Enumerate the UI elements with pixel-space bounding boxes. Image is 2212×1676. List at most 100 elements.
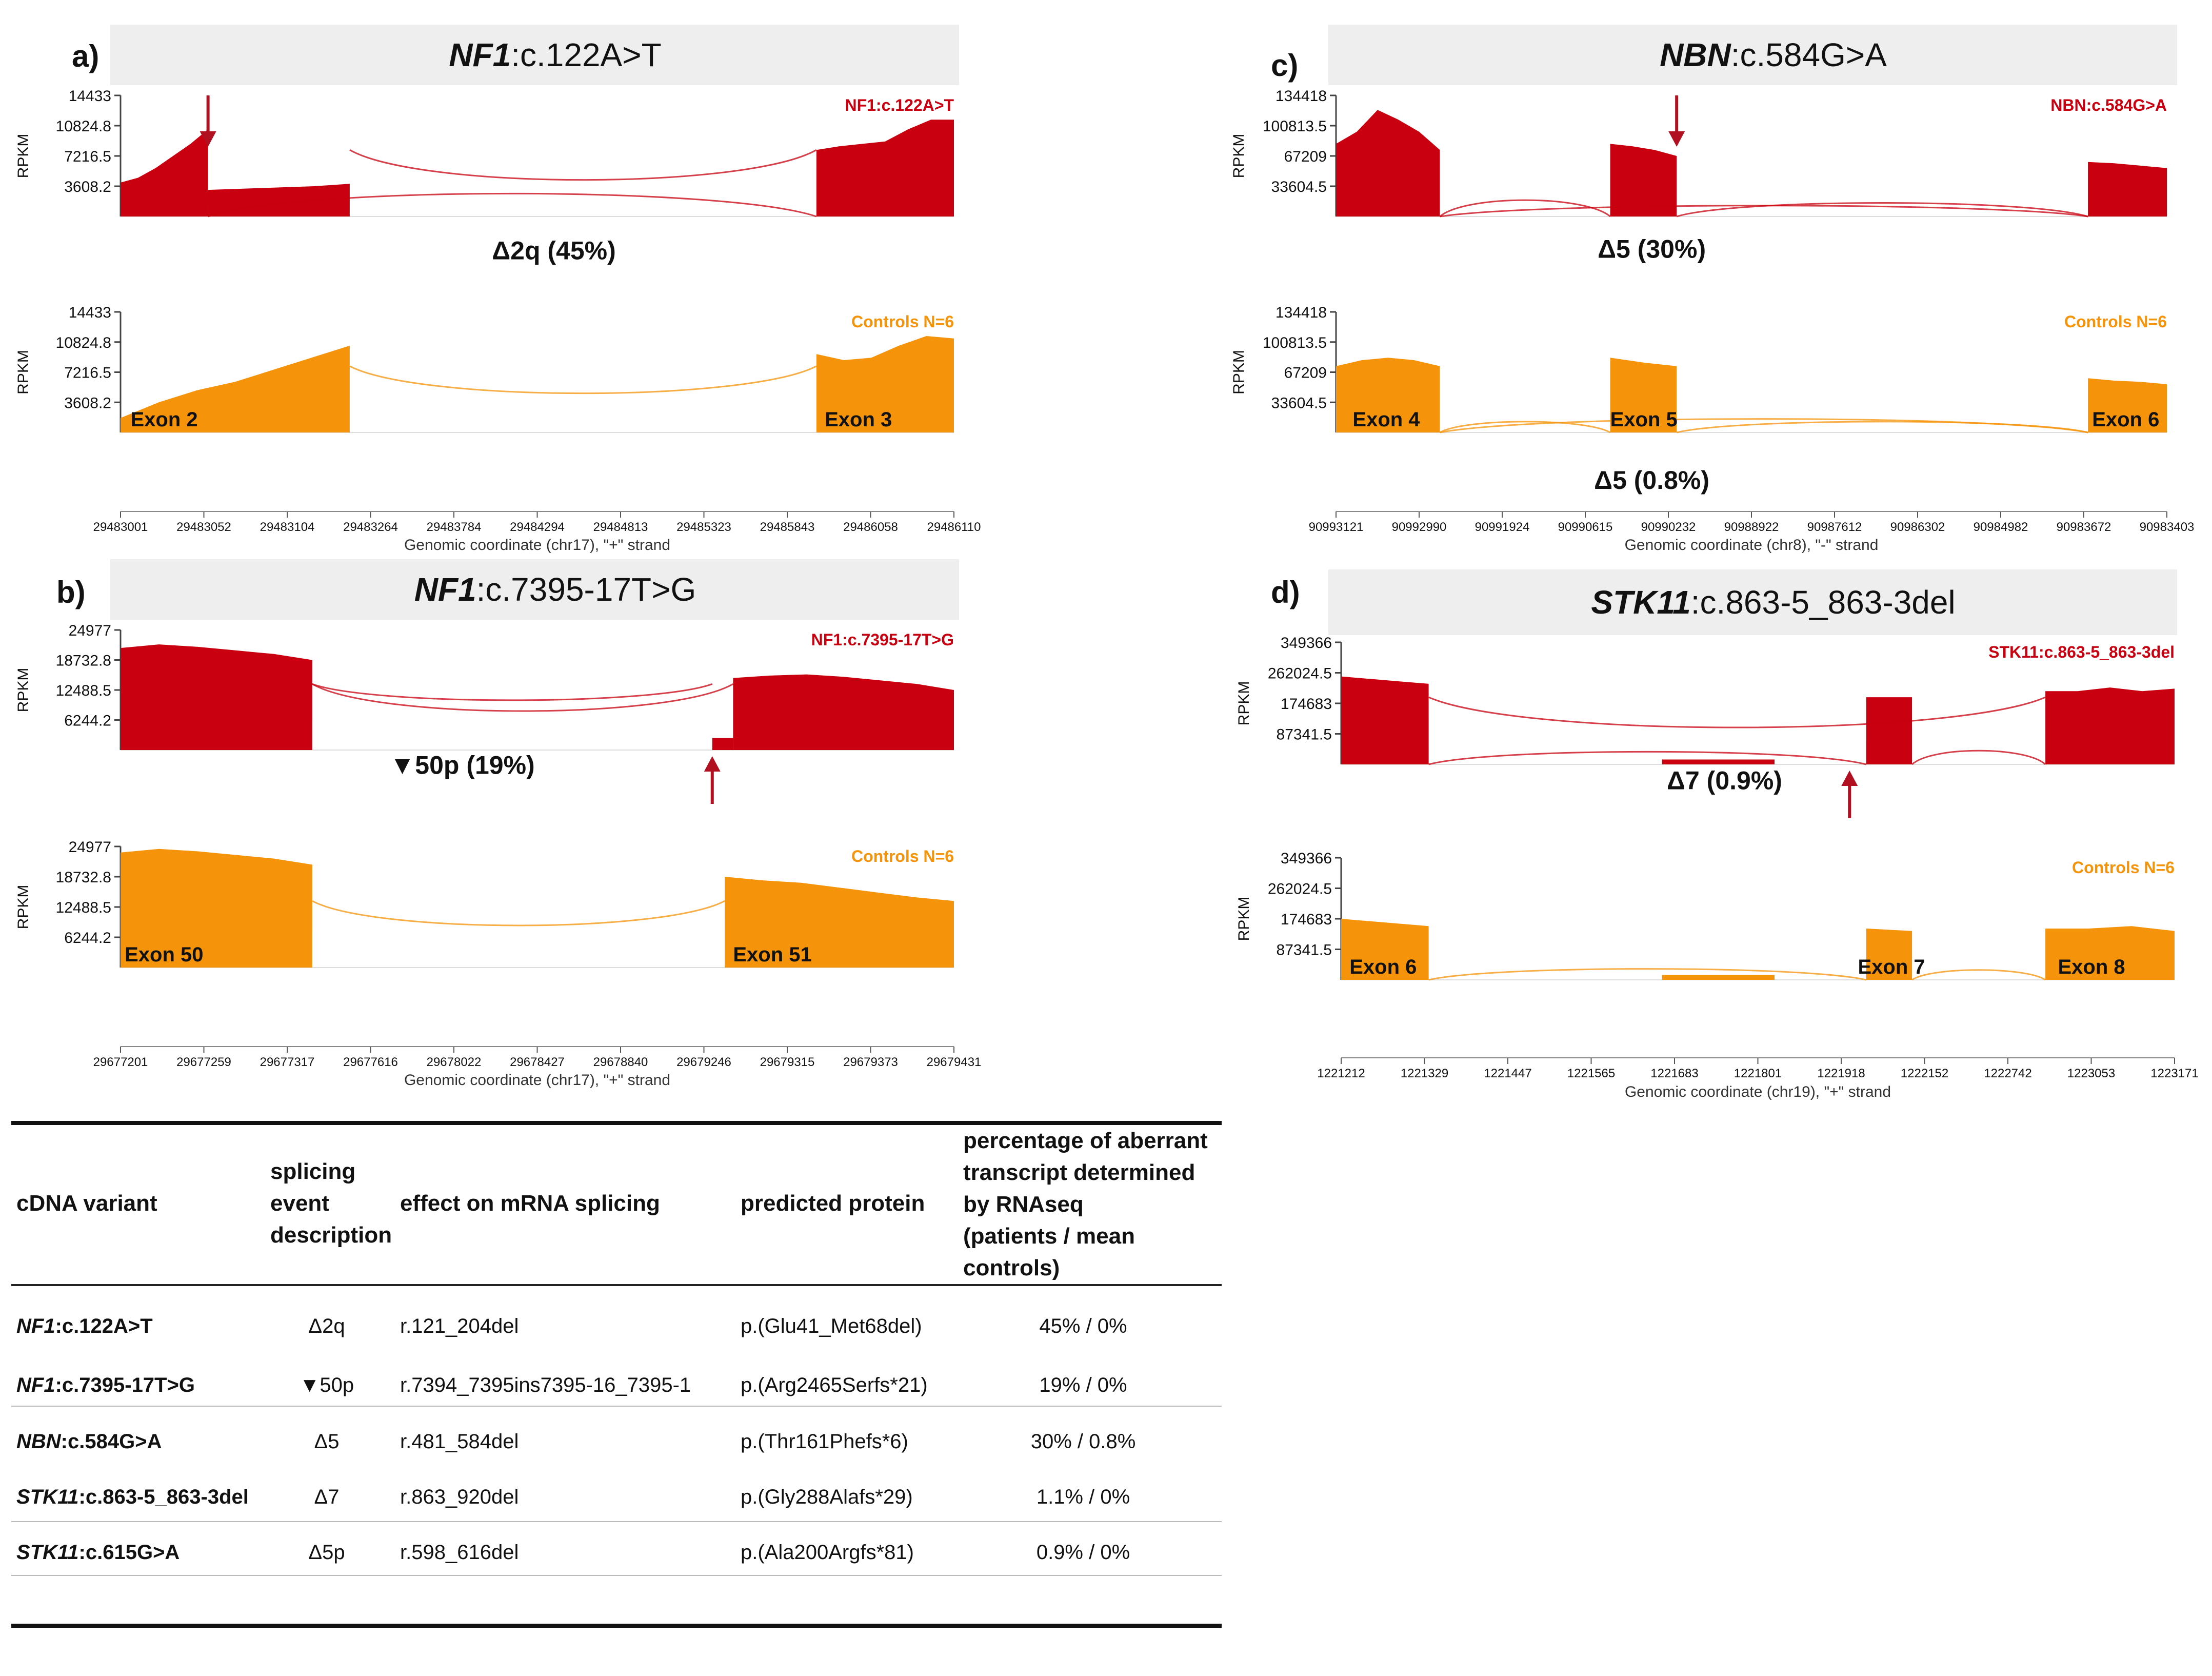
coverage-block bbox=[1336, 110, 1440, 216]
junction-arc bbox=[312, 683, 734, 712]
x-tick-label: 29679431 bbox=[927, 1055, 982, 1069]
junction-arc bbox=[1428, 751, 1867, 765]
chart-title: NBN:c.584G>A bbox=[1660, 36, 1887, 73]
title-variant: :c.863-5_863-3del bbox=[1691, 584, 1956, 621]
x-tick-label: 29486110 bbox=[927, 520, 981, 534]
cdna-gene: STK11 bbox=[16, 1541, 79, 1564]
y-tick-label: 33604.5 bbox=[1271, 395, 1327, 411]
cell-percentage: 1.1% / 0% bbox=[1036, 1486, 1130, 1508]
coverage-block bbox=[121, 849, 312, 968]
junction-arc bbox=[1428, 696, 2046, 728]
x-tick-label: 29679373 bbox=[843, 1055, 898, 1069]
header-pct-1: percentage of aberrant bbox=[963, 1128, 1208, 1153]
junction-arc bbox=[312, 900, 725, 926]
cdna-gene: NBN bbox=[16, 1430, 61, 1453]
y-tick-label: 18732.8 bbox=[56, 653, 111, 669]
coverage-block bbox=[2045, 926, 2175, 980]
x-tick-label: 29678840 bbox=[593, 1055, 648, 1069]
coverage-block bbox=[1610, 358, 1677, 432]
x-tick-label: 29677616 bbox=[343, 1055, 398, 1069]
patient-track: 14433 10824.8 7216.5 3608.2 RPKM NF1:c.122A>T bbox=[15, 88, 954, 218]
header-cdna: cDNA variant bbox=[16, 1191, 157, 1216]
title-band bbox=[1328, 569, 2177, 635]
variant-arrow-head bbox=[1668, 131, 1685, 147]
x-tick-label: 1223171 bbox=[2150, 1067, 2198, 1080]
exon-label: Exon 5 bbox=[1610, 408, 1678, 431]
coverage-block bbox=[733, 674, 954, 750]
cdna-change: :c.122A>T bbox=[55, 1315, 153, 1337]
x-tick-label: 1222152 bbox=[1901, 1067, 1948, 1080]
cdna-change: :c.7395-17T>G bbox=[55, 1374, 195, 1396]
junction-arc bbox=[1440, 205, 2088, 218]
exon-label: Exon 6 bbox=[1349, 956, 1417, 978]
exon-label: Exon 8 bbox=[2058, 956, 2125, 978]
y-axis-label: RPKM bbox=[1235, 681, 1252, 726]
header-protein: predicted protein bbox=[741, 1191, 925, 1216]
junction-arc bbox=[1911, 750, 2046, 765]
x-tick-label: 29484813 bbox=[593, 520, 648, 534]
y-tick-label: 67209 bbox=[1284, 365, 1327, 382]
cell-predicted-protein: p.(Arg2465Serfs*21) bbox=[741, 1374, 928, 1396]
cell-splicing-event: Δ5p bbox=[308, 1541, 345, 1564]
table-bottom-rule bbox=[11, 1624, 1222, 1628]
title-variant: :c.122A>T bbox=[511, 36, 662, 73]
x-tick-label: 29679246 bbox=[676, 1055, 731, 1069]
x-tick-label: 90992990 bbox=[1392, 520, 1447, 534]
y-tick-label: 7216.5 bbox=[64, 148, 111, 165]
control-legend: Controls N=6 bbox=[2072, 858, 2175, 877]
coverage-block bbox=[1866, 929, 1912, 980]
junction-arc bbox=[1439, 421, 1611, 433]
x-tick-label: 29677201 bbox=[93, 1055, 148, 1069]
x-tick-label: 1221683 bbox=[1650, 1067, 1698, 1080]
exon-label: Exon 3 bbox=[825, 408, 892, 431]
chart-title: NF1:c.7395-17T>G bbox=[414, 571, 696, 608]
y-tick-label: 24977 bbox=[69, 622, 111, 639]
patient-track: 24977 18732.8 12488.5 6244.2 RPKM NF1:c.7395-… bbox=[15, 622, 954, 751]
cell-percentage: 30% / 0.8% bbox=[1030, 1430, 1136, 1453]
patient-junction-annotation: Δ7 (0.9%) bbox=[1667, 766, 1782, 795]
cell-splicing-event: Δ7 bbox=[314, 1486, 340, 1508]
y-tick-label: 7216.5 bbox=[64, 365, 111, 382]
patient-legend: NF1:c.122A>T bbox=[845, 96, 954, 114]
cdna-gene: STK11 bbox=[16, 1486, 79, 1508]
x-tick-label: 29483104 bbox=[260, 520, 315, 534]
y-tick-label: 3608.2 bbox=[64, 179, 111, 195]
y-tick-label: 134418 bbox=[1276, 88, 1327, 105]
junction-arc bbox=[1440, 418, 2088, 433]
x-tick-label: 1223053 bbox=[2067, 1067, 2115, 1080]
table-row-divider bbox=[11, 1406, 1222, 1407]
x-tick-label: 29483052 bbox=[176, 520, 231, 534]
control-track: 349366 262024.5 174683 87341.5 RPKM Controls … bbox=[1235, 850, 2175, 981]
x-tick-label: 1221565 bbox=[1567, 1067, 1615, 1080]
y-axis-label: RPKM bbox=[1235, 897, 1252, 941]
panel-label: d) bbox=[1271, 575, 1300, 609]
cell-mrna-effect: r.598_616del bbox=[400, 1541, 519, 1564]
cell-mrna-effect: r.863_920del bbox=[400, 1486, 519, 1508]
coverage-block bbox=[725, 877, 954, 968]
y-tick-label: 12488.5 bbox=[56, 899, 111, 916]
x-axis-label: Genomic coordinate (chr19), "+" strand bbox=[1625, 1083, 1891, 1100]
x-tick-label: 29485843 bbox=[760, 520, 815, 534]
table-top-rule bbox=[11, 1121, 1222, 1125]
x-tick-label: 90987612 bbox=[1807, 520, 1862, 534]
x-tick-label: 1221212 bbox=[1317, 1067, 1365, 1080]
junction-arc bbox=[1676, 202, 2088, 218]
junction-arc bbox=[208, 192, 817, 218]
control-legend: Controls N=6 bbox=[851, 847, 954, 865]
x-tick-label: 90990615 bbox=[1558, 520, 1613, 534]
coverage-block bbox=[1610, 144, 1677, 216]
panel-d: d) STK11:c.863-5_863-3del 349366 262024.5 17… bbox=[1235, 569, 2199, 1100]
y-tick-label: 6244.2 bbox=[64, 713, 111, 729]
y-tick-label: 100813.5 bbox=[1263, 334, 1327, 351]
x-tick-label: 90983672 bbox=[2057, 520, 2111, 534]
junction-arc bbox=[312, 683, 713, 701]
header-event-2: event bbox=[270, 1191, 329, 1216]
table-row-divider bbox=[11, 1521, 1222, 1522]
cell-percentage: 19% / 0% bbox=[1039, 1374, 1127, 1396]
junction-arc bbox=[1676, 421, 2088, 433]
panel-a: a) NF1:c.122A>T 14433 10824.8 7216.5 3608.2 RP… bbox=[15, 25, 981, 554]
header-event-1: splicing bbox=[270, 1159, 356, 1184]
header-event-3: description bbox=[270, 1223, 392, 1248]
cell-predicted-protein: p.(Thr161Phefs*6) bbox=[741, 1430, 908, 1453]
y-tick-label: 349366 bbox=[1281, 635, 1332, 652]
